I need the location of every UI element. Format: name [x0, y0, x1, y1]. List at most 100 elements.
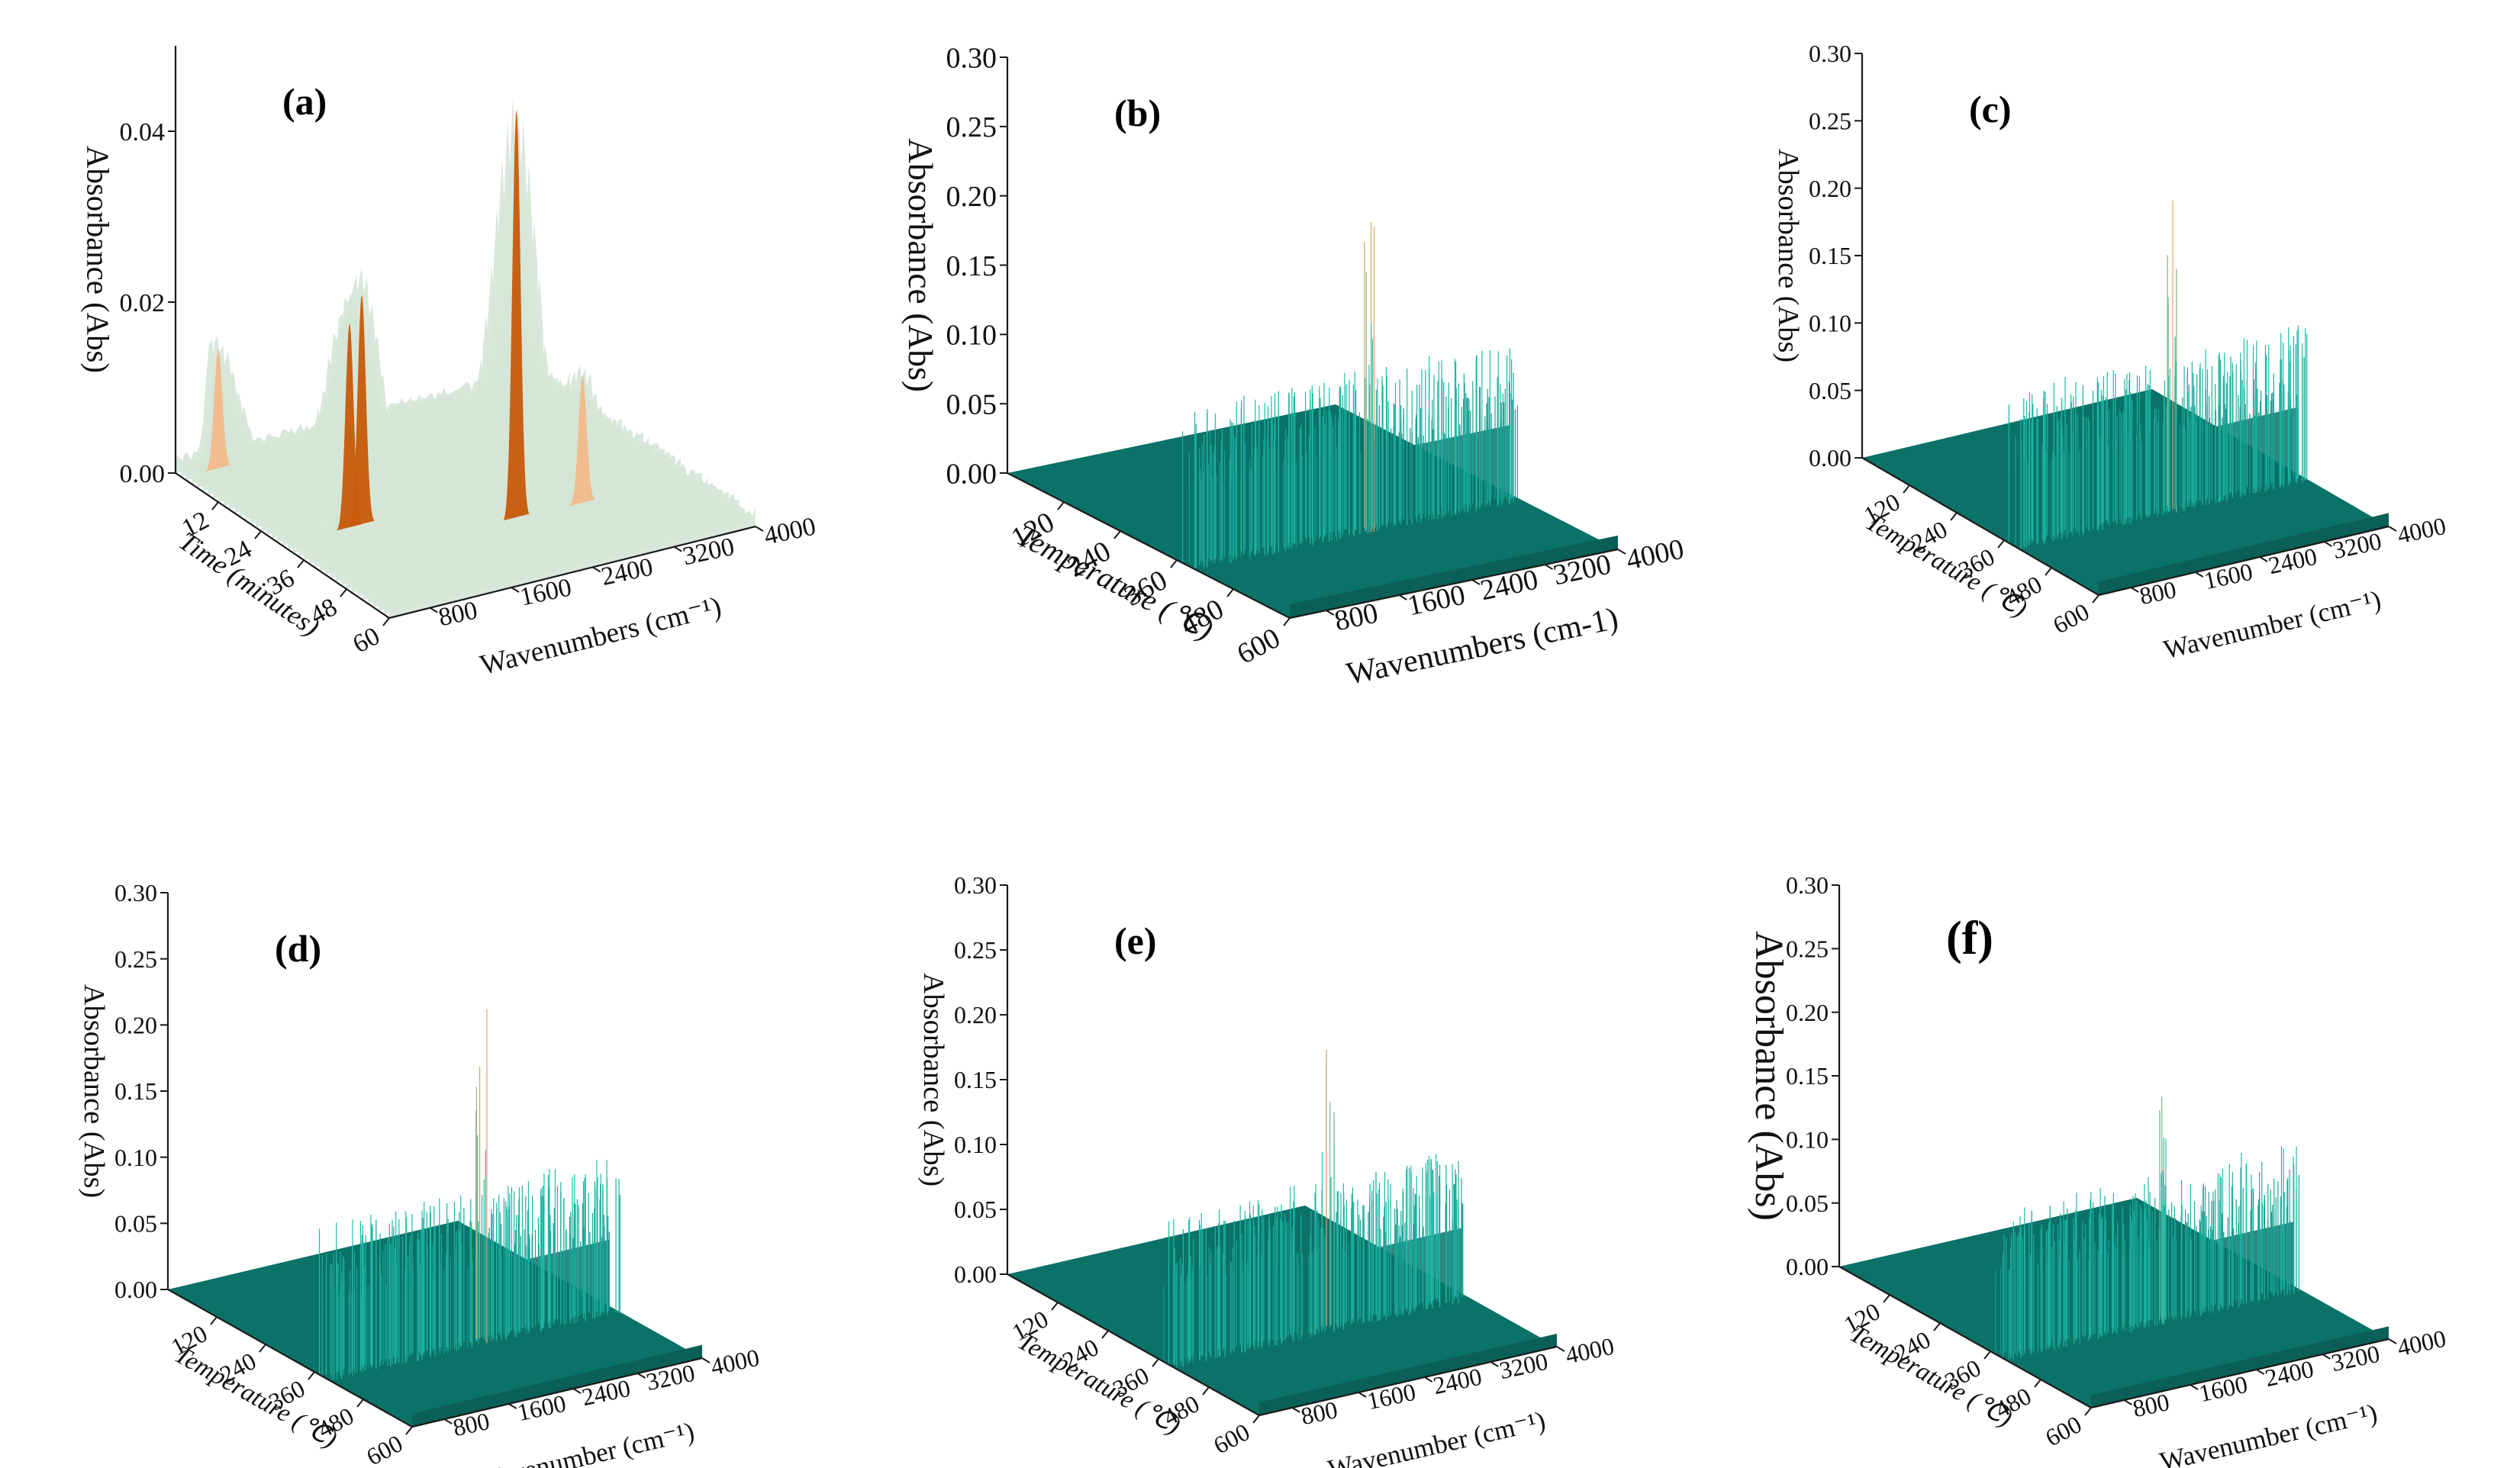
surface-peak — [349, 295, 375, 528]
z-tick-label: 0.00 — [1786, 1253, 1829, 1280]
y-tick — [254, 530, 262, 539]
z-axis-title: Absorbance (Abs) — [78, 984, 110, 1198]
z-tick-label: 0.10 — [1786, 1126, 1829, 1154]
plot-area: 0.000.050.100.150.200.250.30120240360480… — [901, 42, 1687, 692]
x-tick — [2190, 1384, 2199, 1390]
z-axis-title: Absorbance (Abs) — [80, 146, 114, 373]
x-tick — [429, 607, 438, 613]
surface — [168, 1009, 702, 1427]
z-tick-label: 0.30 — [954, 871, 997, 899]
z-tick-label: 0.30 — [946, 42, 997, 74]
x-axis-title: Wavenumber (cm⁻¹) — [1325, 1405, 1548, 1468]
surface — [1862, 200, 2389, 595]
z-tick-label: 0.20 — [1809, 175, 1851, 202]
x-tick — [1544, 564, 1553, 570]
y-tick — [1057, 501, 1065, 510]
surface-slice — [176, 340, 542, 473]
surface — [1007, 1049, 1557, 1415]
panel-e: 0.000.050.100.150.200.250.30120240360480… — [917, 871, 1616, 1468]
y-axis-line — [1007, 472, 1291, 619]
x-axis-line — [1258, 1345, 1558, 1417]
surface — [1839, 1096, 2389, 1408]
y-axis-line — [1838, 1266, 2092, 1408]
x-tick — [443, 1418, 453, 1425]
z-tick-label: 0.05 — [954, 1196, 997, 1223]
y-tick-label: 600 — [1209, 1418, 1254, 1459]
y-tick — [1202, 1386, 1210, 1396]
x-axis-line — [2090, 1338, 2389, 1409]
plot-area: 0.000.050.100.150.200.250.30120240360480… — [917, 871, 1616, 1468]
x-tick — [755, 526, 764, 532]
x-tick — [2259, 556, 2268, 562]
y-tick — [2034, 1379, 2041, 1388]
z-tick-label: 0.00 — [946, 458, 997, 490]
y-axis-line — [167, 1289, 413, 1428]
panel-f: 0.000.050.100.150.200.250.30120240360480… — [1747, 871, 2448, 1468]
panel-d: 0.000.050.100.150.200.250.30120240360480… — [78, 879, 762, 1468]
z-tick-label: 0.10 — [114, 1144, 157, 1171]
z-tick-label: 0.15 — [954, 1066, 997, 1093]
x-tick — [2123, 1399, 2132, 1405]
x-tick-label: 4000 — [1563, 1332, 1616, 1370]
surface-slice — [293, 265, 659, 553]
x-axis-line — [388, 525, 756, 620]
z-tick-label: 0.00 — [120, 460, 166, 488]
z-tick-label: 0.05 — [114, 1210, 157, 1238]
x-axis-title: Wavenumber (cm⁻¹) — [474, 1416, 697, 1468]
y-axis-line — [175, 472, 390, 619]
x-tick — [1424, 1376, 1433, 1383]
z-tick-label: 0.25 — [954, 936, 997, 964]
z-tick-label: 0.20 — [946, 181, 997, 213]
y-tick — [1283, 617, 1291, 626]
x-tick — [673, 546, 682, 552]
y-tick — [1950, 512, 1958, 521]
x-tick — [1398, 594, 1407, 600]
y-tick-label: 60 — [348, 622, 384, 659]
y-tick — [1883, 1294, 1890, 1303]
y-tick — [1051, 1302, 1059, 1311]
y-tick — [1101, 1330, 1109, 1339]
x-tick — [511, 587, 520, 593]
x-axis-line — [2098, 525, 2389, 597]
z-axis-title: Absorbance (Abs) — [917, 973, 949, 1186]
surface-peak — [569, 375, 596, 506]
z-tick-label: 0.15 — [1809, 242, 1851, 269]
z-axis-title: Absorbance (Abs) — [1747, 931, 1790, 1221]
z-axis-title: Absorbance (Abs) — [1772, 149, 1804, 362]
z-tick-label: 0.10 — [1809, 310, 1851, 337]
surface-front-edge — [1290, 535, 1618, 618]
y-tick — [2084, 1407, 2092, 1416]
panel-label: (d) — [275, 927, 321, 970]
z-tick-label: 0.30 — [1809, 40, 1851, 67]
x-tick — [2195, 571, 2204, 578]
x-axis-title: Wavenumber (cm⁻¹) — [2157, 1398, 2380, 1468]
y-tick-label: 600 — [2048, 597, 2093, 639]
x-tick — [508, 1403, 517, 1409]
z-tick-label: 0.00 — [114, 1276, 157, 1303]
x-tick — [2322, 1354, 2331, 1360]
panel-label: (a) — [282, 80, 327, 123]
x-tick — [2130, 587, 2139, 593]
z-tick-label: 0.02 — [120, 289, 166, 317]
x-tick — [1471, 579, 1481, 585]
y-tick — [1252, 1415, 1260, 1424]
x-tick — [1617, 549, 1626, 555]
z-tick-label: 0.25 — [946, 111, 997, 143]
z-tick-label: 0.20 — [114, 1012, 157, 1039]
y-tick — [1226, 588, 1234, 597]
x-axis-title: Wavenumber (cm⁻¹) — [2161, 584, 2383, 665]
y-tick — [1113, 530, 1121, 539]
z-axis-title: Absorbance (Abs) — [901, 138, 940, 392]
surface-front-edge — [412, 1344, 702, 1427]
x-axis-line — [411, 1357, 703, 1428]
z-tick-label: 0.00 — [954, 1260, 997, 1288]
panel-label: (e) — [1114, 919, 1157, 962]
y-axis-line — [1861, 457, 2099, 596]
x-tick — [2256, 1369, 2265, 1375]
y-tick — [297, 559, 305, 568]
z-tick-label: 0.05 — [1809, 377, 1851, 404]
plot-area: 0.000.050.100.150.200.250.30120240360480… — [1747, 871, 2448, 1468]
y-tick-label: 600 — [1232, 622, 1285, 671]
z-tick-label: 0.25 — [1809, 108, 1851, 135]
y-axis-line — [1007, 1273, 1260, 1416]
